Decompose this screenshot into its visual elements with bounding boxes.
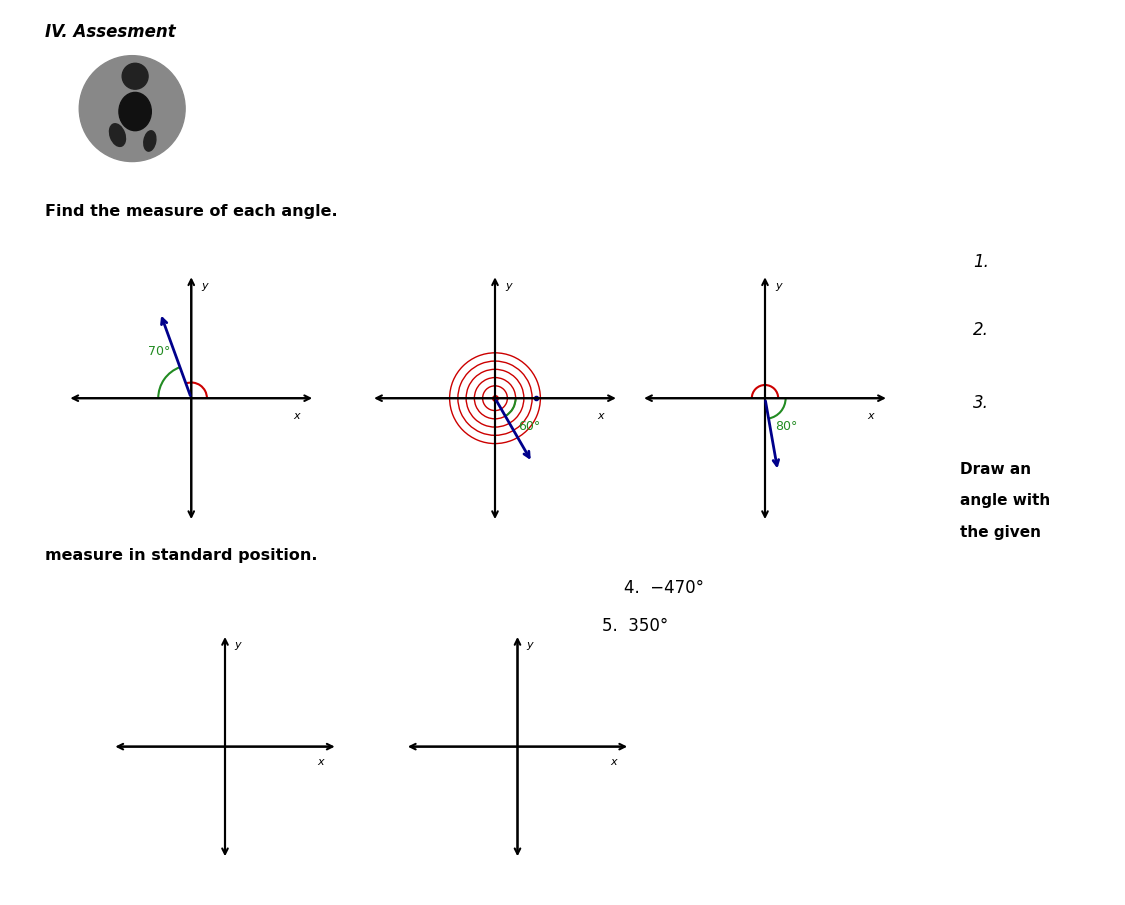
Text: y: y	[201, 281, 208, 291]
Text: y: y	[775, 281, 782, 291]
Text: x: x	[597, 411, 603, 421]
Text: y: y	[505, 281, 512, 291]
Text: 1.: 1.	[973, 253, 989, 272]
Text: x: x	[294, 411, 299, 421]
Text: measure in standard position.: measure in standard position.	[45, 548, 317, 563]
Ellipse shape	[119, 92, 151, 130]
Circle shape	[123, 63, 148, 90]
Text: angle with: angle with	[960, 493, 1050, 509]
Text: x: x	[317, 757, 324, 767]
Text: 5.  350°: 5. 350°	[602, 617, 668, 635]
Text: 70°: 70°	[148, 346, 171, 358]
Text: 3.: 3.	[973, 394, 989, 412]
Text: Find the measure of each angle.: Find the measure of each angle.	[45, 204, 338, 219]
Text: 4.  −470°: 4. −470°	[624, 579, 704, 597]
Text: the given: the given	[960, 525, 1041, 540]
Text: IV. Assesment: IV. Assesment	[45, 23, 176, 41]
Text: y: y	[526, 640, 533, 650]
Text: y: y	[234, 640, 241, 650]
Text: 2.: 2.	[973, 321, 989, 339]
Ellipse shape	[109, 124, 126, 147]
Text: 80°: 80°	[775, 420, 798, 433]
Ellipse shape	[144, 130, 156, 151]
Text: x: x	[610, 757, 616, 767]
Text: Draw an: Draw an	[960, 462, 1030, 477]
Text: x: x	[867, 411, 873, 421]
Circle shape	[79, 56, 186, 162]
Text: 60°: 60°	[519, 420, 540, 433]
